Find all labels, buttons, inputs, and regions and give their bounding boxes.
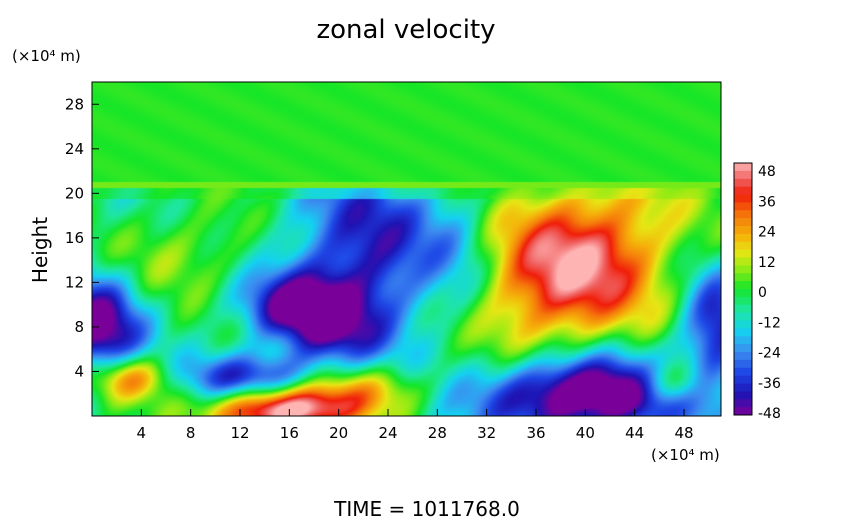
colorbar-swatch	[734, 399, 752, 408]
chart-title: zonal velocity	[316, 15, 495, 45]
colorbar-tick-label: -12	[758, 315, 781, 331]
y-tick-label: 4	[74, 362, 84, 380]
x-tick-label: 16	[280, 424, 299, 442]
y-axis-unit: (×10⁴ m)	[12, 47, 81, 65]
colorbar-swatch	[734, 336, 752, 345]
y-tick-label: 8	[74, 318, 84, 336]
colorbar-tick-label: 0	[758, 285, 767, 301]
colorbar-swatch	[734, 407, 752, 416]
x-tick-label: 28	[428, 424, 447, 442]
colorbar-swatch	[734, 383, 752, 392]
x-axis: 4 8 12 16 20 24 28 32 36 40 44 48	[137, 409, 694, 442]
colorbar-swatch	[734, 202, 752, 211]
colorbar-swatch	[734, 265, 752, 274]
x-tick-label: 44	[625, 424, 644, 442]
colorbar-tick-label: -24	[758, 346, 781, 362]
colorbar: 48 36 24 12 0 -12 -24 -36 -48	[733, 162, 781, 422]
y-tick-label: 24	[65, 140, 84, 158]
colorbar-swatch	[734, 186, 752, 195]
colorbar-tick-label: -48	[758, 406, 781, 422]
colorbar-swatch	[734, 375, 752, 384]
y-axis-label: Height	[28, 217, 52, 283]
colorbar-frame	[733, 162, 753, 416]
colorbar-swatch	[734, 304, 752, 314]
colorbar-swatch	[734, 289, 752, 298]
colorbar-swatch	[734, 344, 752, 353]
x-tick-label: 4	[137, 424, 147, 442]
y-tick-label: 12	[65, 273, 84, 291]
colorbar-swatch	[734, 249, 752, 258]
colorbar-swatch	[734, 178, 752, 188]
y-tick-label: 28	[65, 95, 84, 113]
colorbar-swatch	[734, 281, 752, 290]
x-tick-label: 48	[674, 424, 693, 442]
x-tick-label: 32	[477, 424, 496, 442]
colorbar-swatch	[734, 257, 752, 266]
colorbar-tick-label: 12	[758, 255, 776, 271]
colorbar-swatch	[734, 352, 752, 361]
colorbar-swatch	[734, 359, 752, 369]
colorbar-tick-label: 48	[758, 164, 776, 180]
colorbar-swatch	[734, 367, 752, 377]
colorbar-swatch	[734, 241, 752, 251]
x-tick-label: 40	[576, 424, 595, 442]
colorbar-tick-label: 36	[758, 194, 776, 210]
plot-frame	[91, 81, 722, 417]
colorbar-swatch	[734, 296, 752, 306]
x-tick-label: 24	[378, 424, 397, 442]
colorbar-swatch	[734, 163, 752, 172]
y-axis: 4 8 12 16 20 24 28	[65, 95, 99, 380]
x-tick-label: 36	[526, 424, 545, 442]
y-tick-label: 16	[65, 229, 84, 247]
x-tick-label: 12	[230, 424, 249, 442]
colorbar-tick-label: -36	[758, 376, 781, 392]
colorbar-swatch	[734, 391, 752, 400]
colorbar-swatch	[734, 210, 752, 219]
colorbar-swatch	[734, 218, 752, 227]
colorbar-swatch	[734, 170, 752, 180]
colorbar-swatch	[734, 273, 752, 282]
colorbar-swatch	[734, 328, 752, 337]
heatmap-plot-area	[92, 82, 721, 416]
x-tick-label: 8	[186, 424, 196, 442]
colorbar-tick-label: 24	[758, 225, 776, 241]
x-axis-unit: (×10⁴ m)	[651, 446, 720, 464]
colorbar-swatch	[734, 194, 752, 203]
y-tick-label: 20	[65, 184, 84, 202]
colorbar-swatch	[734, 233, 752, 243]
time-label: TIME = 1011768.0	[333, 497, 520, 519]
colorbar-swatch	[734, 312, 752, 321]
x-tick-label: 20	[329, 424, 348, 442]
colorbar-swatch	[734, 226, 752, 235]
heatmap-image	[92, 82, 721, 416]
colorbar-swatch	[734, 320, 752, 329]
